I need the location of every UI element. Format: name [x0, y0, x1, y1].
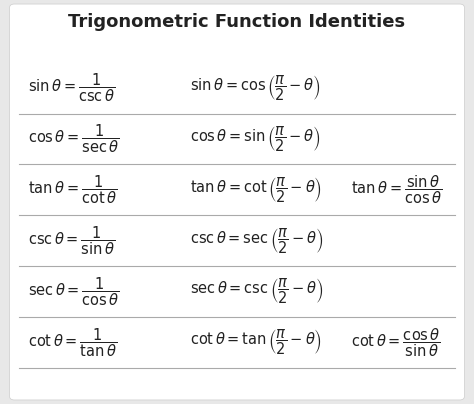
- Text: $\cot\theta = \dfrac{1}{\tan\theta}$: $\cot\theta = \dfrac{1}{\tan\theta}$: [28, 326, 118, 359]
- Text: $\cot\theta = \dfrac{\cos\theta}{\sin\theta}$: $\cot\theta = \dfrac{\cos\theta}{\sin\th…: [351, 326, 441, 359]
- Text: $\tan\theta = \dfrac{\sin\theta}{\cos\theta}$: $\tan\theta = \dfrac{\sin\theta}{\cos\th…: [351, 174, 442, 206]
- Text: $\csc\theta = \dfrac{1}{\sin\theta}$: $\csc\theta = \dfrac{1}{\sin\theta}$: [28, 225, 116, 257]
- Text: Trigonometric Function Identities: Trigonometric Function Identities: [68, 13, 406, 31]
- Text: $\csc\theta = \sec\left(\dfrac{\pi}{2} - \theta\right)$: $\csc\theta = \sec\left(\dfrac{\pi}{2} -…: [190, 226, 323, 256]
- Text: $\sec\theta = \dfrac{1}{\cos\theta}$: $\sec\theta = \dfrac{1}{\cos\theta}$: [28, 276, 120, 308]
- Text: $\cot\theta = \tan\left(\dfrac{\pi}{2} - \theta\right)$: $\cot\theta = \tan\left(\dfrac{\pi}{2} -…: [190, 328, 322, 358]
- Text: $\sin\theta = \dfrac{1}{\csc\theta}$: $\sin\theta = \dfrac{1}{\csc\theta}$: [28, 72, 116, 104]
- Text: $\sin\theta = \cos\left(\dfrac{\pi}{2} - \theta\right)$: $\sin\theta = \cos\left(\dfrac{\pi}{2} -…: [190, 73, 320, 103]
- Text: $\cos\theta = \dfrac{1}{\sec\theta}$: $\cos\theta = \dfrac{1}{\sec\theta}$: [28, 123, 120, 155]
- Text: $\tan\theta = \cot\left(\dfrac{\pi}{2} - \theta\right)$: $\tan\theta = \cot\left(\dfrac{\pi}{2} -…: [190, 175, 322, 205]
- FancyBboxPatch shape: [9, 4, 465, 400]
- Text: $\tan\theta = \dfrac{1}{\cot\theta}$: $\tan\theta = \dfrac{1}{\cot\theta}$: [28, 174, 118, 206]
- Text: $\cos\theta = \sin\left(\dfrac{\pi}{2} - \theta\right)$: $\cos\theta = \sin\left(\dfrac{\pi}{2} -…: [190, 124, 320, 154]
- Text: $\sec\theta = \csc\left(\dfrac{\pi}{2} - \theta\right)$: $\sec\theta = \csc\left(\dfrac{\pi}{2} -…: [190, 277, 323, 307]
